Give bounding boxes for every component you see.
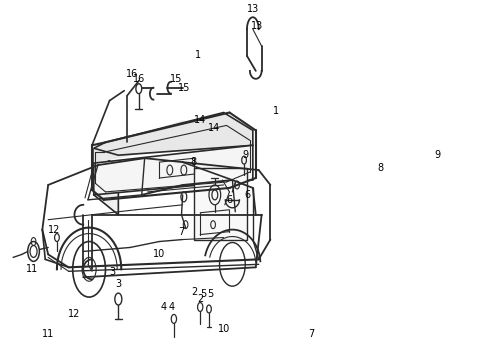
Text: 7: 7 xyxy=(308,329,315,339)
Text: 9: 9 xyxy=(243,150,249,160)
Text: 10: 10 xyxy=(153,249,166,260)
Bar xyxy=(195,168,247,239)
Text: 11: 11 xyxy=(25,264,38,274)
Text: 5: 5 xyxy=(200,289,206,299)
Text: 16: 16 xyxy=(133,74,146,84)
Text: 16: 16 xyxy=(126,69,139,79)
Text: 2: 2 xyxy=(197,294,203,304)
Polygon shape xyxy=(94,113,253,155)
Text: 14: 14 xyxy=(208,123,220,134)
Text: 15: 15 xyxy=(170,74,182,84)
Text: 1: 1 xyxy=(195,50,201,60)
Text: 12: 12 xyxy=(68,309,81,319)
Text: 8: 8 xyxy=(378,163,384,173)
Polygon shape xyxy=(94,145,253,195)
Text: 7: 7 xyxy=(178,226,185,237)
Text: 11: 11 xyxy=(42,329,54,339)
Text: 8: 8 xyxy=(190,157,196,167)
Text: 6: 6 xyxy=(226,195,233,205)
Polygon shape xyxy=(94,148,119,215)
Text: 4: 4 xyxy=(169,302,174,312)
Text: 9: 9 xyxy=(434,150,440,160)
Text: 14: 14 xyxy=(194,116,206,126)
Text: 3: 3 xyxy=(109,267,116,277)
Text: 6: 6 xyxy=(244,190,250,200)
Polygon shape xyxy=(94,121,253,163)
Text: 1: 1 xyxy=(273,105,279,116)
Text: 4: 4 xyxy=(161,302,167,312)
Text: 10: 10 xyxy=(218,324,230,334)
Text: 5: 5 xyxy=(208,289,214,299)
Text: 15: 15 xyxy=(178,83,191,93)
Text: 13: 13 xyxy=(246,4,259,14)
Text: 3: 3 xyxy=(115,279,122,289)
Text: 13: 13 xyxy=(251,21,263,31)
Text: 2: 2 xyxy=(191,287,197,297)
Text: 12: 12 xyxy=(48,225,60,235)
